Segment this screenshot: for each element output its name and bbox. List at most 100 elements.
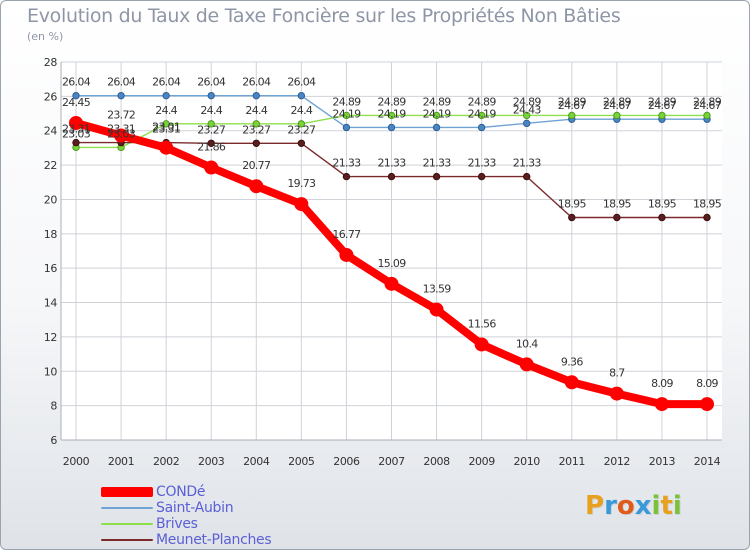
data-point-saint-aubin (387, 123, 396, 132)
y-tick-label: 10 (44, 365, 58, 378)
x-tick-label: 2011 (559, 455, 585, 468)
legend-label: Meunet-Planches (156, 532, 272, 548)
data-label-brives: 24.89 (468, 95, 497, 108)
data-label-brives: 24.89 (648, 95, 677, 108)
data-point-meunet-planches (658, 213, 666, 222)
legend-swatch (101, 539, 153, 541)
x-tick-label: 2002 (153, 455, 179, 468)
y-tick-label: 8 (50, 400, 57, 413)
x-tick-label: 2006 (333, 455, 360, 468)
legend-swatch (101, 507, 153, 509)
x-tick-label: 2008 (423, 455, 450, 468)
data-point-saint-aubin (477, 123, 486, 132)
data-label-cond-: 20.77 (242, 159, 271, 172)
data-point-meunet-planches (297, 139, 306, 147)
data-label-saint-aubin: 26.04 (287, 76, 316, 89)
data-point-saint-aubin (297, 91, 306, 100)
data-label-meunet-planches: 23.27 (287, 123, 316, 136)
y-tick-label: 24 (44, 125, 58, 138)
data-label-brives: 24.89 (332, 95, 361, 108)
data-label-brives: 24.89 (603, 95, 632, 108)
data-point-brives (387, 111, 396, 120)
data-label-saint-aubin: 24.19 (468, 107, 497, 120)
data-point-cond- (294, 197, 309, 212)
data-label-brives: 23.03 (107, 127, 136, 140)
data-point-saint-aubin (252, 91, 260, 100)
data-label-cond-: 19.73 (287, 177, 316, 190)
legend-label: CONDé (156, 484, 206, 500)
data-point-cond- (159, 140, 174, 155)
y-tick-label: 14 (44, 297, 58, 310)
data-label-saint-aubin: 26.04 (152, 76, 181, 89)
data-point-cond- (609, 386, 624, 401)
data-label-saint-aubin: 24.43 (513, 103, 542, 116)
data-point-brives (477, 111, 486, 120)
data-label-brives: 24.4 (200, 104, 222, 117)
data-label-meunet-planches: 18.95 (603, 197, 632, 210)
y-tick-label: 18 (44, 228, 58, 241)
data-label-cond-: 16.77 (332, 228, 361, 241)
data-label-cond-: 13.59 (423, 283, 452, 296)
x-tick-label: 2001 (108, 455, 134, 468)
data-point-saint-aubin (162, 91, 170, 100)
x-tick-label: 2013 (649, 455, 676, 468)
data-point-meunet-planches (342, 172, 351, 181)
data-point-meunet-planches (613, 213, 621, 222)
data-point-brives (568, 111, 576, 120)
data-label-meunet-planches: 18.95 (648, 197, 677, 210)
data-label-meunet-planches: 18.95 (693, 197, 722, 210)
data-point-meunet-planches (477, 172, 486, 181)
data-label-saint-aubin: 26.04 (107, 76, 136, 89)
data-label-meunet-planches: 21.33 (378, 157, 407, 170)
data-label-cond-: 21.86 (197, 140, 226, 153)
y-tick-label: 6 (50, 434, 57, 447)
data-label-brives: 23.03 (62, 127, 91, 140)
data-point-cond- (114, 128, 129, 143)
data-point-brives (432, 111, 441, 120)
data-label-saint-aubin: 26.04 (197, 76, 226, 89)
data-point-cond- (654, 397, 669, 412)
data-label-saint-aubin: 24.19 (332, 107, 361, 120)
legend-swatch (101, 523, 153, 525)
data-labels: 26.04 26.04 26.04 26.04 26.04 26.04 24.19 24.19… (62, 76, 722, 390)
y-axis: 6 8 10 12 14 16 18 20 22 24 26 28 (44, 56, 722, 447)
data-point-meunet-planches (207, 139, 215, 147)
x-tick-label: 2014 (694, 455, 721, 468)
data-label-meunet-planches: 23.27 (197, 123, 226, 136)
data-point-cond- (474, 337, 489, 352)
data-point-meunet-planches (387, 172, 396, 181)
x-tick-label: 2009 (468, 455, 495, 468)
data-point-cond- (384, 276, 399, 291)
data-label-brives: 24.4 (291, 104, 313, 117)
data-label-saint-aubin: 24.67 (693, 99, 722, 112)
data-label-brives: 24.89 (378, 95, 407, 108)
data-label-saint-aubin: 24.19 (378, 107, 407, 120)
data-point-cond- (69, 115, 83, 130)
data-label-saint-aubin: 24.19 (423, 107, 452, 120)
data-point-cond- (249, 179, 264, 194)
data-point-brives (703, 111, 711, 120)
x-tick-label: 2004 (243, 455, 270, 468)
data-label-meunet-planches: 21.33 (468, 157, 497, 170)
data-point-cond- (564, 375, 579, 390)
data-point-saint-aubin (432, 123, 441, 132)
data-label-saint-aubin: 24.67 (603, 99, 632, 112)
data-label-saint-aubin: 24.67 (648, 99, 677, 112)
data-label-cond-: 8.09 (696, 377, 718, 390)
data-label-saint-aubin: 24.67 (558, 99, 587, 112)
data-point-brives (162, 120, 170, 128)
data-point-meunet-planches (568, 213, 576, 222)
data-point-saint-aubin (117, 91, 125, 100)
data-label-cond-: 11.56 (468, 317, 497, 330)
data-label-meunet-planches: 23.31 (107, 123, 135, 136)
data-label-meunet-planches: 21.33 (332, 157, 361, 170)
data-point-cond- (700, 397, 714, 412)
data-point-saint-aubin (207, 91, 215, 100)
data-point-meunet-planches (252, 139, 260, 147)
data-label-cond-: 9.36 (561, 355, 583, 368)
data-label-cond-: 23.01 (152, 121, 180, 134)
x-tick-label: 2012 (604, 455, 630, 468)
data-point-cond- (429, 302, 444, 317)
data-label-brives: 24.4 (155, 104, 177, 117)
